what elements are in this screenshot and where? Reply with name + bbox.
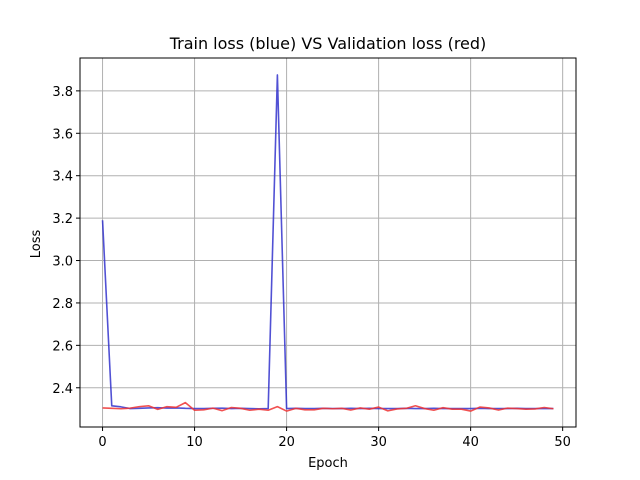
series-layer: [101, 74, 554, 412]
chart-title: Train loss (blue) VS Validation loss (re…: [169, 34, 487, 53]
y-tick-label: 2.4: [52, 382, 73, 397]
x-axis-label: Epoch: [308, 456, 348, 471]
x-tick-label: 50: [554, 435, 571, 450]
y-tick-label: 3.6: [52, 127, 73, 142]
y-tick-label: 2.6: [52, 339, 73, 354]
plot-frame: [79, 57, 577, 428]
y-axis: 2.4 2.6 2.8 3.0 3.2 3.4 3.6 3.8: [52, 85, 80, 397]
y-tick-label: 2.8: [52, 297, 73, 312]
x-tick-label: 40: [462, 435, 479, 450]
validation-loss-line: [102, 401, 554, 412]
x-tick-label: 0: [98, 435, 106, 450]
y-tick-label: 3.8: [52, 85, 73, 100]
train-loss-line: [101, 74, 554, 410]
y-axis-label: Loss: [29, 230, 44, 259]
y-tick-label: 3.2: [52, 212, 73, 227]
x-tick-label: 10: [186, 435, 203, 450]
x-axis: 0 10 20 30 40 50: [98, 427, 571, 450]
x-tick-label: 20: [278, 435, 295, 450]
x-tick-label: 30: [370, 435, 387, 450]
y-tick-label: 3.4: [52, 170, 73, 185]
y-tick-label: 3.0: [52, 255, 73, 270]
grid: [80, 58, 576, 427]
